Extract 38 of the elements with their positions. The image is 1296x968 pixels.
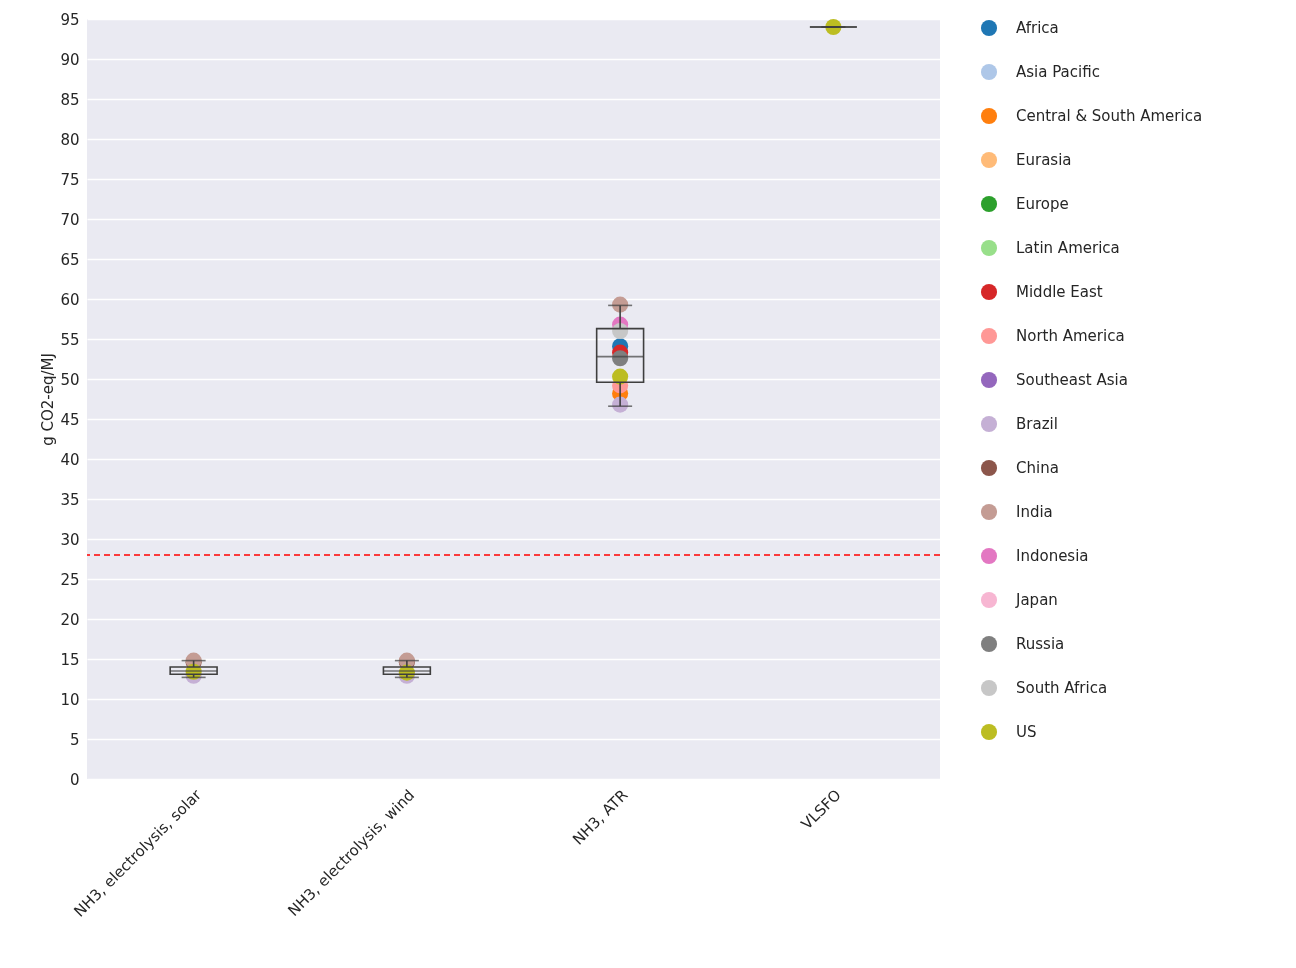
y-tick-label: 80 (60, 130, 80, 149)
y-axis-title: g CO2-eq/MJ (39, 353, 58, 446)
y-tick-label: 25 (60, 570, 80, 589)
legend-label: Indonesia (1016, 547, 1089, 565)
y-tick-label: 55 (60, 330, 80, 349)
y-tick-label: 60 (60, 290, 80, 309)
legend-label: Russia (1016, 635, 1065, 653)
y-tick-label: 75 (60, 170, 80, 189)
legend-label: Southeast Asia (1016, 371, 1128, 389)
y-tick-label: 30 (60, 530, 80, 549)
y-tick-label: 50 (60, 370, 80, 389)
y-tick-label: 5 (69, 730, 80, 749)
y-tick-label: 20 (60, 610, 80, 629)
legend-label: Brazil (1016, 415, 1058, 433)
legend-label: Central & South America (1016, 107, 1203, 125)
legend-label: Japan (1015, 591, 1058, 609)
legend-label: US (1016, 723, 1037, 741)
y-tick-label: 35 (60, 490, 80, 509)
y-tick-label: 70 (60, 210, 80, 229)
legend-label: Asia Pacific (1016, 63, 1100, 81)
legend-label: China (1016, 459, 1059, 477)
y-tick-label: 95 (60, 10, 80, 29)
y-tick-label: 85 (60, 90, 80, 109)
y-tick-label: 40 (60, 450, 80, 469)
legend-label: Africa (1016, 19, 1059, 37)
y-tick-label: 10 (60, 690, 80, 709)
legend-label: North America (1016, 327, 1125, 345)
y-tick-label: 15 (60, 650, 80, 669)
y-tick-label: 45 (60, 410, 80, 429)
y-tick-label: 90 (60, 50, 80, 69)
legend-label: Middle East (1016, 283, 1103, 301)
legend-label: Eurasia (1016, 151, 1072, 169)
y-tick-label: 65 (60, 250, 80, 269)
legend-label: South Africa (1016, 679, 1108, 697)
legend-label: Europe (1016, 195, 1069, 213)
legend-label: India (1016, 503, 1053, 521)
legend-label: Latin America (1016, 239, 1120, 257)
y-tick-label: 0 (69, 770, 80, 789)
